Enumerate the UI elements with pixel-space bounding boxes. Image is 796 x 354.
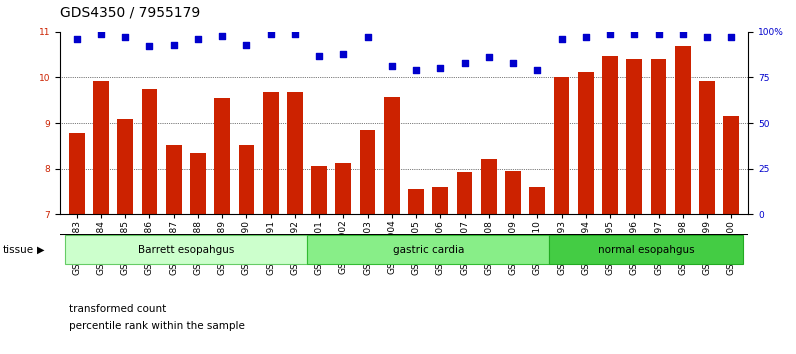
Point	[119, 34, 131, 40]
Point	[385, 64, 398, 69]
Point	[531, 67, 544, 73]
Bar	[554, 78, 569, 214]
Point	[482, 55, 495, 60]
Point	[143, 44, 156, 49]
Bar	[626, 59, 642, 214]
Bar	[505, 171, 521, 214]
Bar	[529, 187, 545, 214]
Text: ▶: ▶	[37, 245, 44, 255]
Point	[700, 34, 713, 40]
Bar	[602, 56, 618, 214]
Bar	[724, 116, 739, 214]
Text: percentile rank within the sample: percentile rank within the sample	[69, 321, 245, 331]
Bar	[481, 159, 497, 214]
Point	[677, 31, 689, 36]
Text: normal esopahgus: normal esopahgus	[598, 245, 695, 255]
Bar	[311, 166, 327, 214]
Bar	[64, 235, 307, 264]
Bar	[239, 145, 254, 214]
Point	[70, 36, 83, 42]
Bar	[263, 92, 279, 214]
Bar	[190, 153, 206, 214]
Text: GDS4350 / 7955179: GDS4350 / 7955179	[60, 5, 200, 19]
Point	[95, 31, 107, 36]
Point	[313, 53, 326, 58]
Bar	[699, 81, 715, 214]
Point	[555, 36, 568, 42]
Text: transformed count: transformed count	[69, 304, 166, 314]
Bar	[384, 97, 400, 214]
Bar	[68, 133, 84, 214]
Point	[507, 60, 520, 66]
Bar	[142, 89, 158, 214]
Text: gastric cardia: gastric cardia	[392, 245, 464, 255]
Point	[361, 34, 374, 40]
Bar	[650, 59, 666, 214]
Point	[628, 31, 641, 36]
Bar	[117, 119, 133, 214]
Point	[434, 65, 447, 71]
Point	[458, 60, 471, 66]
Point	[652, 31, 665, 36]
Point	[216, 33, 228, 38]
Point	[288, 31, 301, 36]
Point	[579, 34, 592, 40]
Point	[603, 31, 616, 36]
Bar	[578, 72, 594, 214]
Point	[240, 42, 253, 47]
Bar	[549, 235, 743, 264]
Bar	[287, 92, 302, 214]
Bar	[457, 172, 473, 214]
Point	[725, 34, 738, 40]
Bar	[93, 81, 109, 214]
Bar	[432, 187, 448, 214]
Bar	[675, 46, 691, 214]
Point	[192, 36, 205, 42]
Text: Barrett esopahgus: Barrett esopahgus	[138, 245, 234, 255]
Bar	[360, 130, 376, 214]
Point	[410, 67, 423, 73]
Bar	[166, 145, 181, 214]
Bar	[307, 235, 549, 264]
Point	[337, 51, 349, 57]
Text: tissue: tissue	[3, 245, 34, 255]
Point	[264, 31, 277, 36]
Bar	[335, 163, 351, 214]
Bar	[408, 189, 424, 214]
Point	[167, 42, 180, 47]
Bar	[214, 98, 230, 214]
